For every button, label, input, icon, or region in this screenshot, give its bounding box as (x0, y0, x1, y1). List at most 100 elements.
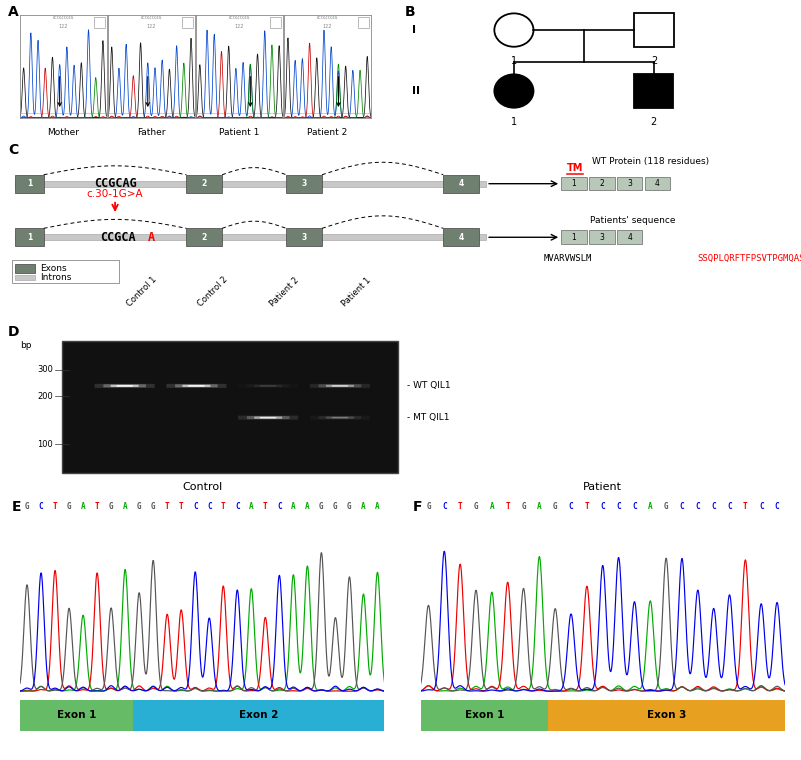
Text: C: C (759, 502, 763, 511)
FancyBboxPatch shape (561, 230, 587, 244)
Bar (634, 14, 674, 47)
Text: 1: 1 (26, 233, 32, 242)
Text: C: C (616, 502, 621, 511)
Text: T: T (263, 502, 268, 511)
Text: G: G (109, 502, 114, 511)
Text: F: F (413, 500, 422, 514)
FancyBboxPatch shape (617, 177, 642, 191)
Text: C: C (727, 502, 732, 511)
Text: Patients' sequence: Patients' sequence (590, 216, 675, 225)
FancyBboxPatch shape (15, 264, 34, 273)
Bar (634, 74, 673, 108)
Text: C: C (8, 143, 18, 157)
Text: T: T (458, 502, 462, 511)
FancyBboxPatch shape (20, 700, 133, 730)
Text: C: C (632, 502, 637, 511)
Text: 2: 2 (651, 55, 657, 65)
Text: CCGCAG: CCGCAG (94, 177, 136, 190)
Text: 122: 122 (235, 24, 244, 30)
FancyBboxPatch shape (183, 385, 211, 387)
Text: 3: 3 (301, 233, 307, 242)
Text: 1: 1 (511, 117, 517, 127)
Text: C: C (569, 502, 574, 511)
FancyBboxPatch shape (260, 417, 276, 418)
FancyBboxPatch shape (332, 417, 348, 418)
Text: MVARVWSLM: MVARVWSLM (543, 254, 592, 263)
Text: B: B (405, 5, 415, 19)
Text: G: G (137, 502, 142, 511)
FancyBboxPatch shape (358, 17, 369, 27)
Text: Patient 1: Patient 1 (340, 275, 372, 308)
FancyBboxPatch shape (15, 228, 44, 246)
Text: Exon 1: Exon 1 (57, 710, 96, 720)
Text: II: II (413, 86, 421, 96)
Text: A: A (123, 502, 127, 511)
FancyBboxPatch shape (260, 385, 276, 387)
Text: Exon 1: Exon 1 (465, 710, 504, 720)
Text: I: I (413, 25, 417, 35)
Text: 4: 4 (458, 233, 464, 242)
Text: G: G (66, 502, 71, 511)
FancyBboxPatch shape (188, 385, 204, 387)
Text: G: G (333, 502, 338, 511)
Text: G: G (25, 502, 30, 511)
Text: A: A (148, 231, 155, 244)
FancyBboxPatch shape (167, 384, 227, 388)
FancyBboxPatch shape (238, 416, 298, 420)
Text: Control: Control (182, 482, 223, 492)
Text: A: A (537, 502, 541, 511)
Text: TM: TM (567, 163, 583, 173)
Text: Mother: Mother (47, 128, 79, 137)
FancyBboxPatch shape (15, 175, 44, 192)
Text: - MT QIL1: - MT QIL1 (407, 413, 449, 422)
FancyBboxPatch shape (95, 384, 155, 388)
Text: G: G (347, 502, 352, 511)
FancyBboxPatch shape (111, 385, 139, 387)
Text: 2: 2 (599, 179, 604, 188)
Text: G: G (319, 502, 324, 511)
Text: 122: 122 (147, 24, 156, 30)
Text: A: A (361, 502, 366, 511)
Text: Control 2: Control 2 (196, 274, 230, 308)
Text: C: C (442, 502, 447, 511)
Text: A: A (249, 502, 254, 511)
Text: Control 1: Control 1 (125, 274, 158, 308)
FancyBboxPatch shape (182, 17, 193, 27)
Text: C: C (235, 502, 239, 511)
FancyBboxPatch shape (548, 700, 785, 730)
FancyBboxPatch shape (589, 177, 614, 191)
Text: C: C (775, 502, 779, 511)
Text: E: E (12, 500, 22, 514)
FancyBboxPatch shape (443, 228, 479, 246)
FancyBboxPatch shape (133, 700, 384, 730)
FancyBboxPatch shape (15, 275, 34, 280)
FancyBboxPatch shape (443, 175, 479, 192)
Text: Patient 2: Patient 2 (268, 275, 301, 308)
FancyBboxPatch shape (187, 175, 222, 192)
Text: 2: 2 (202, 179, 207, 188)
Text: T: T (53, 502, 58, 511)
Text: D: D (8, 325, 19, 339)
FancyBboxPatch shape (116, 385, 133, 387)
Text: 2: 2 (202, 233, 207, 242)
Text: 3: 3 (627, 179, 632, 188)
Text: CCCGCCGCG: CCCGCCGCG (317, 16, 338, 21)
FancyBboxPatch shape (103, 385, 146, 388)
Text: Exons: Exons (40, 264, 66, 273)
Text: 200: 200 (37, 392, 53, 401)
Text: G: G (473, 502, 478, 511)
Text: T: T (95, 502, 99, 511)
Text: Introns: Introns (40, 273, 71, 282)
FancyBboxPatch shape (617, 230, 642, 244)
Text: A: A (648, 502, 653, 511)
Text: T: T (505, 502, 510, 511)
Text: C: C (695, 502, 700, 511)
FancyBboxPatch shape (286, 228, 322, 246)
Text: Patient 2: Patient 2 (308, 128, 348, 137)
Text: bp: bp (20, 341, 32, 350)
Text: T: T (743, 502, 747, 511)
Text: Exon 3: Exon 3 (647, 710, 686, 720)
Text: C: C (680, 502, 684, 511)
Text: 1: 1 (26, 179, 32, 188)
Text: C: C (277, 502, 282, 511)
